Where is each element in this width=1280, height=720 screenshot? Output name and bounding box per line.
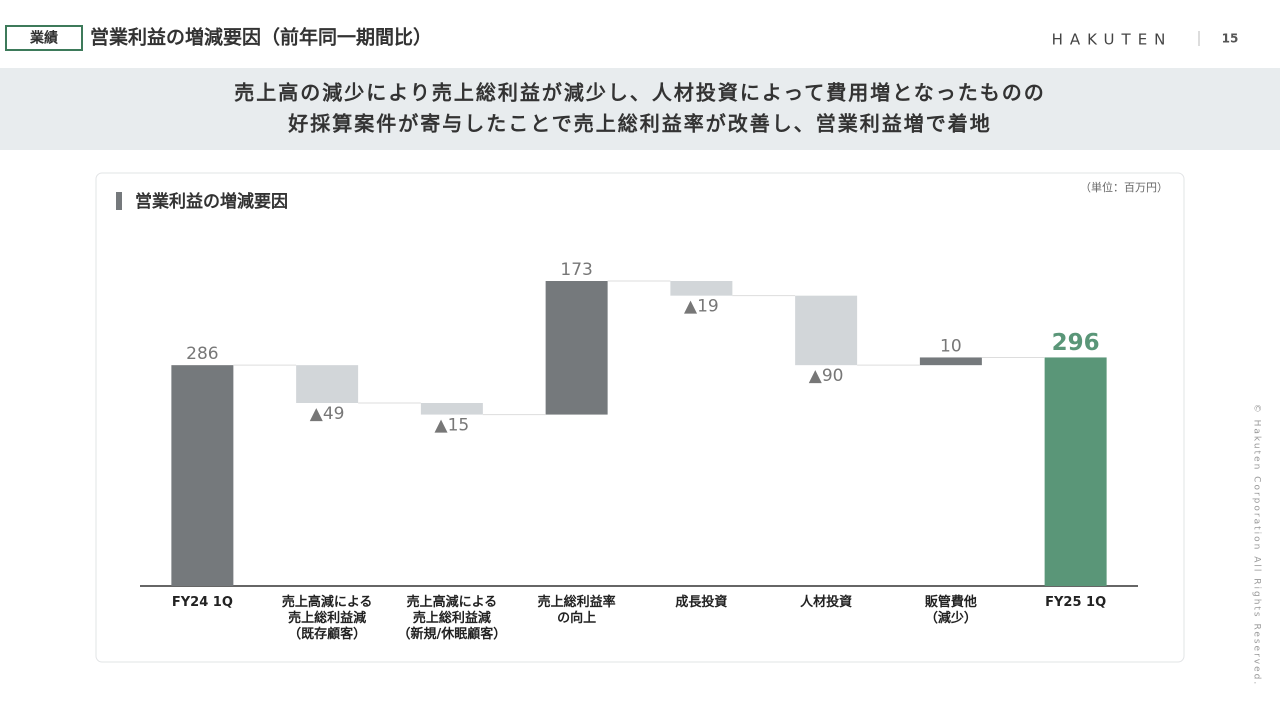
banner-line: 好採算案件が寄与したことで売上総利益率が改善し、営業利益増で着地 <box>287 112 991 136</box>
bar <box>795 295 858 366</box>
copyright: © Hakuten Corporation All Rights Reserve… <box>1252 404 1262 686</box>
logo: HAKUTEN <box>1052 31 1173 49</box>
tag: 業績 <box>29 30 58 47</box>
bar <box>545 281 608 415</box>
value-label: ▲90 <box>809 366 844 386</box>
x-tick-label: 売上高減による 売上総利益減 （既存顧客） <box>281 595 373 642</box>
value-label: 296 <box>1052 330 1100 356</box>
value-label: 10 <box>940 336 962 356</box>
value-label: 173 <box>560 260 592 280</box>
tag-box <box>5 25 83 51</box>
x-tick-label: 人材投資 <box>800 595 853 610</box>
x-tick-label: 成長投資 <box>675 595 728 610</box>
x-tick-label: FY25 1Q <box>1045 595 1107 610</box>
banner <box>0 68 1280 150</box>
value-label: ▲49 <box>310 404 345 424</box>
chart-title: 営業利益の増減要因 <box>135 191 288 212</box>
bar <box>171 365 234 586</box>
banner-line: 売上高の減少により売上総利益が減少し、人材投資によって費用増となったものの <box>234 81 1045 105</box>
title-bar <box>116 192 122 210</box>
bar <box>296 365 359 403</box>
x-tick-label: 売上高減による 売上総利益減 （新規/休眠顧客） <box>397 595 507 642</box>
bar <box>1044 357 1107 586</box>
x-tick-label: 販管費他 （減少） <box>924 595 977 626</box>
value-label: 286 <box>186 344 218 364</box>
x-tick-label: FY24 1Q <box>171 595 233 610</box>
x-tick-label: 売上総利益率 の向上 <box>537 595 616 626</box>
page-number: 15 <box>1222 32 1239 46</box>
value-label: ▲15 <box>435 416 470 436</box>
bar <box>670 281 733 296</box>
card <box>95 172 1185 663</box>
page-title: 営業利益の増減要因（前年同一期間比） <box>90 26 432 49</box>
value-label: ▲19 <box>684 297 719 317</box>
bar <box>919 357 982 366</box>
bar <box>420 403 483 415</box>
unit: （単位：百万円） <box>1080 180 1168 194</box>
